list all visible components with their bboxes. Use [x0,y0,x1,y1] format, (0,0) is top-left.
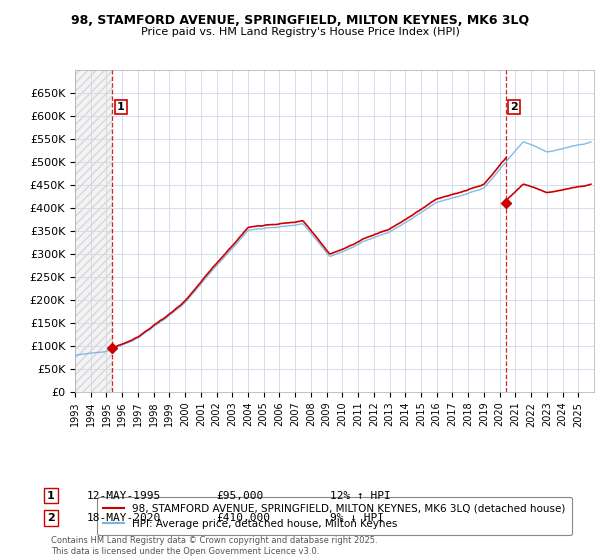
Text: 1: 1 [47,491,55,501]
Text: 2: 2 [47,513,55,523]
Text: Price paid vs. HM Land Registry's House Price Index (HPI): Price paid vs. HM Land Registry's House … [140,27,460,37]
Text: £95,000: £95,000 [216,491,263,501]
Text: 1: 1 [117,102,125,112]
Bar [75,70,112,392]
Text: 9% ↓ HPI: 9% ↓ HPI [330,513,384,523]
Text: Contains HM Land Registry data © Crown copyright and database right 2025.
This d: Contains HM Land Registry data © Crown c… [51,536,377,556]
Text: 2: 2 [511,102,518,112]
Text: 98, STAMFORD AVENUE, SPRINGFIELD, MILTON KEYNES, MK6 3LQ: 98, STAMFORD AVENUE, SPRINGFIELD, MILTON… [71,14,529,27]
Text: 12% ↑ HPI: 12% ↑ HPI [330,491,391,501]
Text: £410,000: £410,000 [216,513,270,523]
Text: 18-MAY-2020: 18-MAY-2020 [87,513,161,523]
Legend: 98, STAMFORD AVENUE, SPRINGFIELD, MILTON KEYNES, MK6 3LQ (detached house), HPI: : 98, STAMFORD AVENUE, SPRINGFIELD, MILTON… [97,497,572,535]
Text: 12-MAY-1995: 12-MAY-1995 [87,491,161,501]
